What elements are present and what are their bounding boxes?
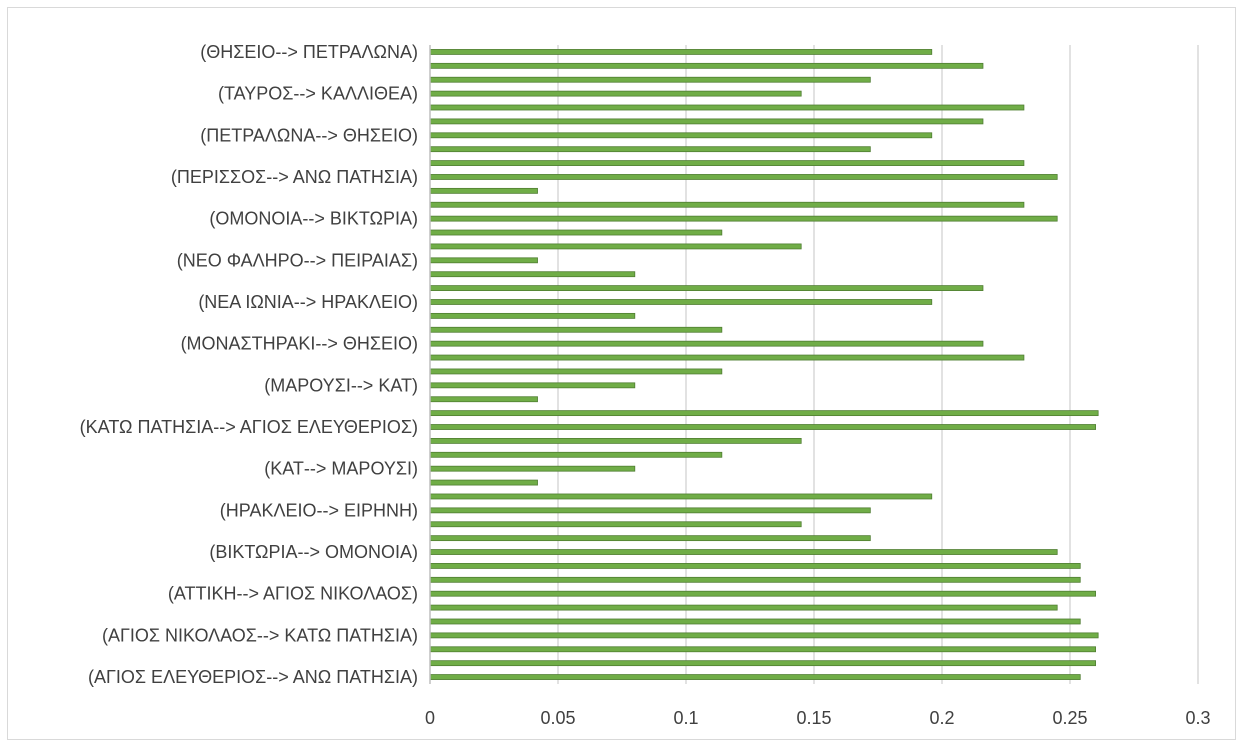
category-label: (ΘΗΣΕΙΟ--> ΠΕΤΡΑΛΩΝΑ) [200, 42, 418, 62]
bar [429, 535, 871, 542]
category-label: (ΑΤΤΙΚΗ--> ΑΓΙΟΣ ΝΙΚΟΛΑΟΣ) [168, 584, 418, 604]
category-label: (ΠΕΡΙΣΣΟΣ--> ΑΝΩ ΠΑΤΗΣΙΑ) [171, 167, 418, 187]
bar [429, 465, 636, 472]
bars [429, 49, 1099, 680]
bar [429, 201, 1025, 208]
gridlines [557, 45, 1199, 684]
bar [429, 646, 1096, 653]
bar [429, 576, 1081, 583]
category-labels: (ΑΓΙΟΣ ΕΛΕΥΘΕΡΙΟΣ--> ΑΝΩ ΠΑΤΗΣΙΑ) (ΑΓΙΟΣ … [80, 42, 418, 687]
bar [429, 507, 871, 514]
category-label: (ΝΕΑ ΙΩΝΙΑ--> ΗΡΑΚΛΕΙΟ) [198, 292, 418, 312]
bar [429, 632, 1099, 639]
category-label: (ΝΕΟ ΦΑΛΗΡΟ--> ΠΕΙΡΑΙΑΣ) [177, 250, 418, 270]
bar [429, 604, 1058, 611]
bar [429, 340, 984, 347]
category-label: (ΤΑΥΡΟΣ--> ΚΑΛΛΙΘΕΑ) [218, 84, 418, 104]
bar [429, 285, 984, 291]
bar [429, 674, 1081, 680]
bar [429, 410, 1099, 417]
x-tick-labels: 0 0.05 0.1 0.15 0.2 0.25 0.3 [425, 708, 1211, 728]
bar [429, 382, 636, 389]
category-label: (ΚΑΤ--> ΜΑΡΟΥΣΙ) [264, 459, 418, 479]
bar [429, 493, 933, 500]
x-tick-label: 0.1 [673, 708, 698, 728]
x-tick-label: 0.3 [1185, 708, 1210, 728]
x-tick-label: 0.25 [1052, 708, 1087, 728]
bar [429, 549, 1058, 555]
bar [429, 146, 871, 153]
bar [429, 660, 1096, 667]
category-label: (ΑΓΙΟΣ ΕΛΕΥΘΕΡΙΟΣ--> ΑΝΩ ΠΑΤΗΣΙΑ) [88, 667, 418, 687]
bar [429, 174, 1058, 180]
category-label: (ΜΑΡΟΥΣΙ--> ΚΑΤ) [264, 375, 418, 395]
category-label: (ΚΑΤΩ ΠΑΤΗΣΙΑ--> ΑΓΙΟΣ ΕΛΕΥΘΕΡΙΟΣ) [80, 417, 418, 437]
bar [429, 424, 1096, 430]
bar [429, 132, 933, 139]
category-label: (ΗΡΑΚΛΕΙΟ--> ΕΙΡΗΝΗ) [220, 500, 418, 520]
bar [429, 118, 984, 125]
bar [429, 187, 538, 194]
bar [429, 396, 538, 403]
bar [429, 90, 802, 97]
bar [429, 215, 1058, 222]
bar [429, 49, 933, 55]
x-tick-label: 0.2 [929, 708, 954, 728]
x-tick-label: 0 [425, 708, 435, 728]
bar [429, 160, 1025, 166]
bar [429, 257, 538, 264]
bar [429, 271, 636, 278]
bar [429, 479, 538, 486]
bar [429, 521, 802, 528]
bar [429, 451, 723, 458]
category-label: (ΜΟΝΑΣΤΗΡΑΚΙ--> ΘΗΣΕΙΟ) [181, 334, 418, 354]
x-tick-label: 0.15 [796, 708, 831, 728]
bar [429, 243, 802, 250]
bar [429, 354, 1025, 361]
category-label: (ΠΕΤΡΑΛΩΝΑ--> ΘΗΣΕΙΟ) [200, 125, 418, 145]
bar [429, 618, 1081, 625]
bar [429, 299, 933, 305]
bar [429, 438, 802, 444]
bar [429, 76, 871, 83]
bar [429, 62, 984, 69]
bar [429, 312, 636, 319]
bar [429, 104, 1025, 111]
bar [429, 590, 1096, 597]
category-label: (ΒΙΚΤΩΡΙΑ--> ΟΜΟΝΟΙΑ) [209, 542, 418, 562]
bar [429, 368, 723, 375]
bar [429, 229, 723, 236]
x-tick-label: 0.05 [540, 708, 575, 728]
bar [429, 326, 723, 333]
category-label: (ΟΜΟΝΟΙΑ--> ΒΙΚΤΩΡΙΑ) [209, 209, 418, 229]
category-label: (ΑΓΙΟΣ ΝΙΚΟΛΑΟΣ--> ΚΑΤΩ ΠΑΤΗΣΙΑ) [102, 625, 418, 645]
bar [429, 563, 1081, 569]
